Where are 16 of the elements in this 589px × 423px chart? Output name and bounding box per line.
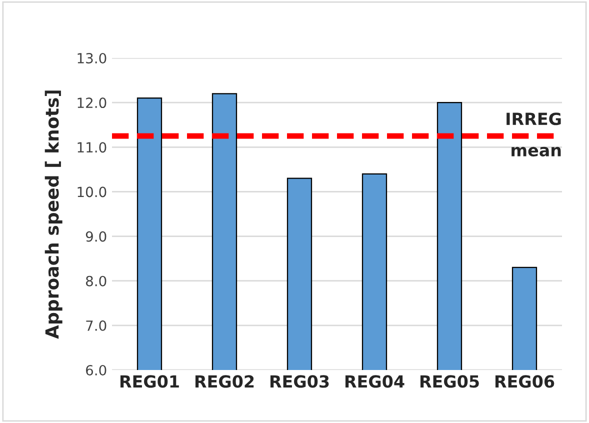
y-tick-label: 13.0 <box>78 52 106 64</box>
x-tick-label: REG05 <box>420 375 479 388</box>
y-tick-label: 8.0 <box>86 276 106 286</box>
x-tick-label: REG04 <box>345 375 404 388</box>
y-tick-label: 10.0 <box>78 186 106 198</box>
text: IRREG mean <box>506 112 561 156</box>
x-tick-label: REG01 <box>120 375 179 388</box>
y-tick-label: 12.0 <box>78 98 106 108</box>
x-tick-label: REG03 <box>270 375 329 388</box>
x-tick-label: REG02 <box>195 375 254 388</box>
y-tick-label: 6.0 <box>86 364 106 376</box>
y-tick-label: 9.0 <box>86 231 106 242</box>
y-axis-title: Approach speed [ knots] <box>44 90 62 339</box>
y-tick-label: 7.0 <box>86 320 106 331</box>
x-tick-label: REG06 <box>495 375 554 388</box>
y-tick-label: 11.0 <box>78 142 106 153</box>
